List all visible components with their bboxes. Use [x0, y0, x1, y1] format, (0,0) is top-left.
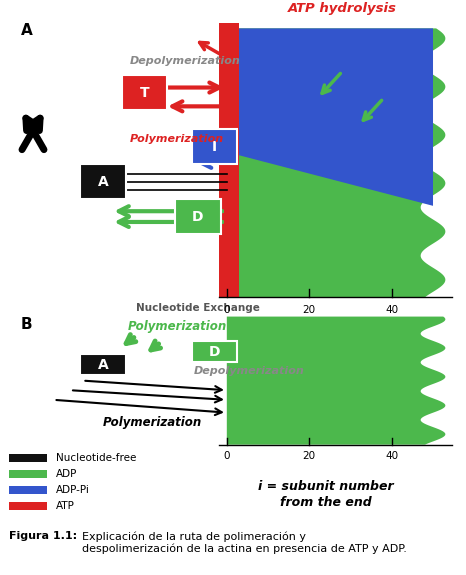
Text: Polymerization: Polymerization: [103, 416, 202, 429]
Text: 40: 40: [385, 305, 398, 315]
Text: 40: 40: [385, 451, 398, 461]
Text: ATP: ATP: [56, 501, 75, 511]
Text: Polymerization: Polymerization: [130, 133, 225, 144]
Text: ADP: ADP: [56, 469, 77, 479]
Text: I: I: [212, 140, 217, 154]
Text: A: A: [21, 23, 32, 38]
Text: A: A: [98, 358, 109, 371]
Bar: [9, 486, 47, 494]
Text: 20: 20: [303, 451, 316, 461]
Text: ATP hydrolysis: ATP hydrolysis: [288, 2, 397, 15]
FancyBboxPatch shape: [192, 342, 237, 362]
Bar: [9, 470, 47, 478]
Polygon shape: [227, 28, 445, 297]
Text: Figura 1.1:: Figura 1.1:: [9, 531, 77, 541]
Text: 0: 0: [224, 451, 230, 461]
Text: Polymerization: Polymerization: [128, 320, 227, 333]
Text: ADP-Pi: ADP-Pi: [56, 485, 90, 494]
Text: A: A: [98, 175, 109, 189]
Text: 0: 0: [224, 305, 230, 315]
Bar: [9, 454, 47, 462]
Text: T: T: [139, 86, 149, 100]
Text: Nucleotide-free: Nucleotide-free: [56, 453, 136, 463]
FancyBboxPatch shape: [175, 199, 220, 234]
FancyBboxPatch shape: [81, 164, 126, 199]
FancyBboxPatch shape: [122, 75, 167, 110]
FancyBboxPatch shape: [81, 354, 126, 375]
Polygon shape: [227, 317, 445, 444]
Bar: [219, 23, 239, 297]
Text: Phosphate
release
and binding: Phosphate release and binding: [311, 122, 390, 166]
Text: D: D: [209, 345, 220, 359]
Text: i = subunit number
from the end: i = subunit number from the end: [258, 481, 394, 508]
Text: Depolymerization: Depolymerization: [130, 56, 241, 66]
Text: 20: 20: [303, 305, 316, 315]
Text: Explicación de la ruta de polimeración y
despolimerización de la actina en prese: Explicación de la ruta de polimeración y…: [82, 531, 406, 554]
Bar: [9, 501, 47, 509]
Polygon shape: [227, 28, 433, 206]
Text: D: D: [192, 209, 204, 224]
Text: Nucleotide Exchange: Nucleotide Exchange: [136, 302, 260, 313]
FancyBboxPatch shape: [192, 129, 237, 164]
Text: B: B: [21, 317, 32, 332]
Text: Depolymerization: Depolymerization: [194, 366, 305, 376]
